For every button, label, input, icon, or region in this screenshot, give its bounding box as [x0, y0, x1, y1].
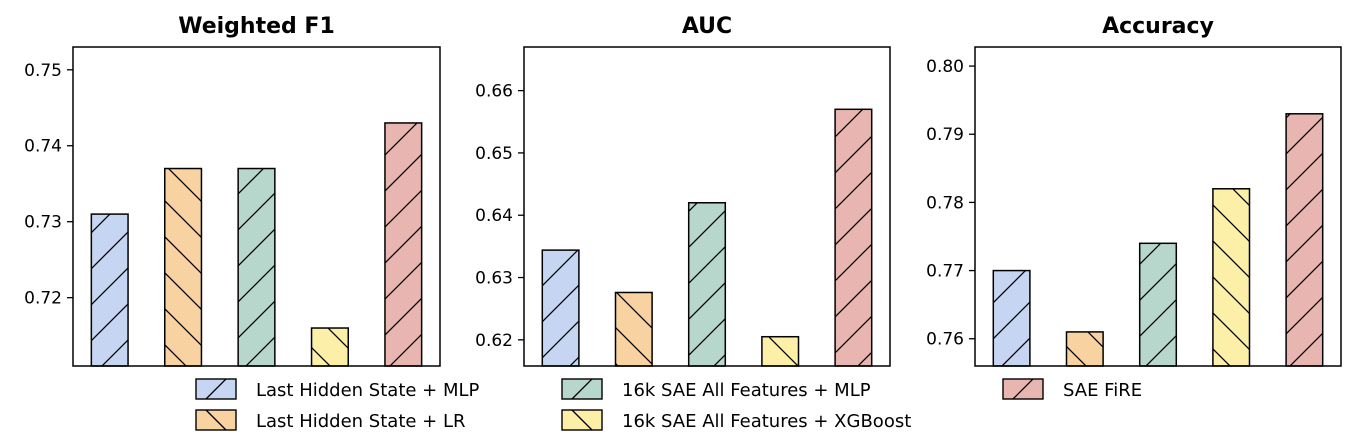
legend-item: Last Hidden State + LR	[195, 409, 466, 432]
y-tick-label: 0.63	[475, 269, 513, 289]
bar-2	[164, 167, 203, 367]
legend: Last Hidden State + MLP Last Hidden State…	[195, 378, 1142, 432]
legend-swatch	[561, 378, 603, 400]
legend-label: 16k SAE All Features + MLP	[622, 380, 871, 401]
y-tick-label: 0.75	[24, 61, 62, 81]
legend-item: 16k SAE All Features + MLP	[561, 378, 871, 401]
bar-1	[992, 269, 1031, 367]
y-tick-label: 0.66	[475, 82, 513, 102]
bar-5	[834, 108, 873, 367]
chart-title: Accuracy	[1102, 14, 1214, 39]
legend-item: 16k SAE All Features + XGBoost	[561, 409, 911, 432]
chart-title: Weighted F1	[178, 14, 335, 39]
legend-label: Last Hidden State + LR	[256, 411, 466, 432]
y-tick-label: 0.73	[24, 213, 62, 233]
y-tick-label: 0.78	[926, 193, 964, 213]
y-tick-label: 0.72	[24, 289, 62, 309]
panel-3: 0.76 0.77 0.78 0.79 0.80 Accuracy	[926, 14, 1342, 367]
bar-4	[761, 335, 800, 367]
y-tick-label: 0.77	[926, 262, 964, 282]
bar-3	[1138, 242, 1178, 367]
bar-2	[1065, 331, 1104, 367]
bar-4	[310, 327, 349, 367]
y-tick-label: 0.62	[475, 331, 513, 351]
legend-swatch	[195, 409, 237, 431]
bar-2	[614, 291, 653, 367]
y-tick-label: 0.79	[926, 125, 964, 145]
y-tick-label: 0.80	[926, 57, 964, 77]
bar-1	[541, 249, 580, 367]
legend-item: SAE FiRE	[1002, 378, 1142, 401]
bar-5	[384, 122, 423, 367]
axes-frame	[72, 46, 441, 367]
y-tick-label: 0.65	[475, 144, 513, 164]
legend-label: SAE FiRE	[1063, 380, 1142, 401]
bar-1	[90, 213, 129, 367]
bar-4	[1212, 188, 1251, 367]
bar-3	[687, 202, 727, 367]
y-tick-label: 0.64	[475, 206, 513, 226]
legend-label: 16k SAE All Features + XGBoost	[622, 411, 911, 432]
chart-title: AUC	[682, 14, 732, 39]
axes-frame	[523, 46, 891, 367]
legend-swatch	[1002, 378, 1044, 400]
legend-swatch	[561, 409, 603, 431]
legend-item: Last Hidden State + MLP	[195, 378, 480, 401]
panel-1: 0.72 0.73 0.74 0.75 Weighted F1	[24, 14, 441, 367]
bar-3	[237, 167, 276, 367]
y-tick-label: 0.76	[926, 330, 964, 350]
y-tick-label: 0.74	[24, 137, 62, 157]
axes-frame	[974, 46, 1342, 367]
bar-5	[1285, 113, 1324, 367]
panel-2: 0.62 0.63 0.64 0.65 0.66 AUC	[475, 14, 891, 367]
legend-swatch	[195, 378, 237, 400]
legend-label: Last Hidden State + MLP	[256, 380, 480, 401]
